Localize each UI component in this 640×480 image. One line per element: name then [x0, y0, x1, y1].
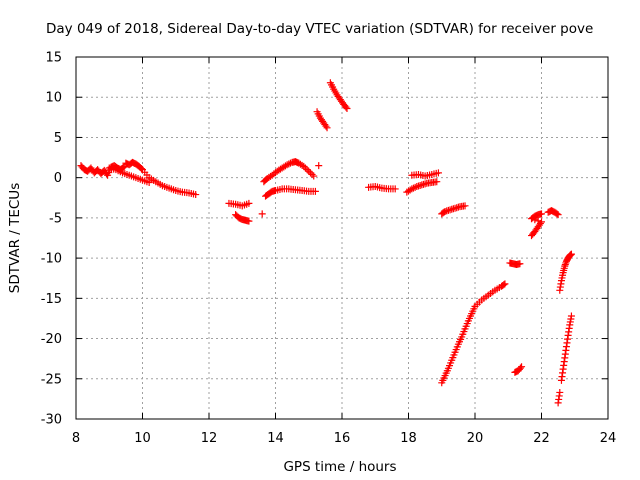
data-point	[538, 218, 545, 226]
x-tick-label: 24	[600, 431, 617, 446]
data-point	[145, 178, 153, 186]
series-arc19	[544, 207, 562, 219]
series-arc16	[506, 259, 524, 269]
y-tick-label: 0	[54, 171, 62, 186]
series-arc15	[438, 280, 509, 387]
data-point-dense	[409, 184, 417, 192]
data-points	[77, 79, 575, 407]
data-point	[315, 162, 323, 170]
y-axis-label: SDTVAR / TECUs	[7, 183, 23, 293]
y-tick-label: -20	[41, 332, 62, 347]
data-point	[323, 124, 331, 132]
data-point	[567, 312, 575, 320]
series-arc20	[556, 250, 575, 294]
data-point-dense	[308, 170, 316, 178]
data-point	[556, 388, 564, 396]
series-arc14	[438, 202, 469, 218]
x-tick-label: 14	[267, 431, 284, 446]
y-tick-label: 15	[45, 51, 62, 66]
data-point-dense	[306, 169, 314, 177]
y-tick-label: -10	[41, 252, 62, 267]
data-point	[434, 169, 442, 177]
data-point	[461, 202, 469, 210]
y-tick-label: -5	[49, 211, 62, 226]
series-arc8	[260, 158, 318, 186]
y-tick-label: 5	[54, 131, 62, 146]
y-tick-label: -30	[41, 413, 62, 428]
data-point	[567, 250, 575, 258]
data-point-dense	[516, 364, 524, 372]
data-point	[538, 210, 545, 218]
series-arc11	[365, 183, 399, 193]
data-point-dense	[303, 166, 311, 174]
data-point-dense	[342, 103, 350, 111]
data-point	[518, 363, 526, 371]
series-arc12	[403, 178, 441, 196]
x-tick-label: 8	[72, 431, 80, 446]
chart-title: Day 049 of 2018, Sidereal Day-to-day VTE…	[46, 21, 593, 37]
series-arc3	[105, 164, 153, 186]
data-point-dense	[411, 183, 419, 191]
axis-ticks: 8 10 12 14 16 18 20 22 24 15 10 5 0 -5 -10 -15 -20 -25 -30	[41, 51, 617, 447]
series-arc9	[313, 79, 351, 132]
data-point	[311, 187, 319, 195]
data-point-dense	[553, 210, 561, 218]
data-point	[391, 185, 399, 193]
x-tick-label: 18	[400, 431, 417, 446]
series-arc7	[272, 185, 319, 195]
x-tick-label: 10	[134, 431, 151, 446]
data-point	[310, 172, 318, 180]
series-arc10	[315, 162, 323, 170]
series-arc2	[122, 158, 200, 199]
x-tick-label: 20	[467, 431, 484, 446]
data-point-dense	[500, 281, 508, 289]
data-point-dense	[534, 217, 542, 225]
series-arc17	[511, 363, 526, 376]
series-arc21	[554, 312, 575, 407]
y-tick-label: -15	[41, 292, 62, 307]
series-arc18	[528, 210, 545, 240]
grid	[76, 57, 608, 419]
data-point-dense	[285, 160, 293, 168]
data-point	[408, 185, 416, 193]
data-point	[258, 210, 266, 218]
data-point	[245, 199, 253, 207]
x-tick-label: 22	[533, 431, 550, 446]
data-point	[433, 178, 441, 186]
y-tick-label: -25	[41, 372, 62, 387]
data-point	[300, 162, 308, 170]
data-point	[343, 104, 351, 112]
data-point	[554, 211, 562, 219]
data-point-dense	[322, 122, 330, 130]
y-tick-label: 10	[45, 91, 62, 106]
data-point	[245, 217, 253, 225]
x-tick-label: 12	[201, 431, 218, 446]
data-point-dense	[137, 165, 145, 173]
data-point	[192, 191, 200, 199]
data-point-dense	[301, 164, 309, 172]
data-point	[283, 161, 291, 169]
data-point	[501, 280, 509, 288]
data-point	[305, 167, 313, 175]
data-point	[516, 260, 524, 268]
series-arc5	[232, 211, 253, 225]
series-arc13	[408, 169, 442, 180]
x-tick-label: 16	[334, 431, 351, 446]
x-axis-label: GPS time / hours	[283, 459, 396, 475]
series-arc4	[225, 199, 253, 210]
